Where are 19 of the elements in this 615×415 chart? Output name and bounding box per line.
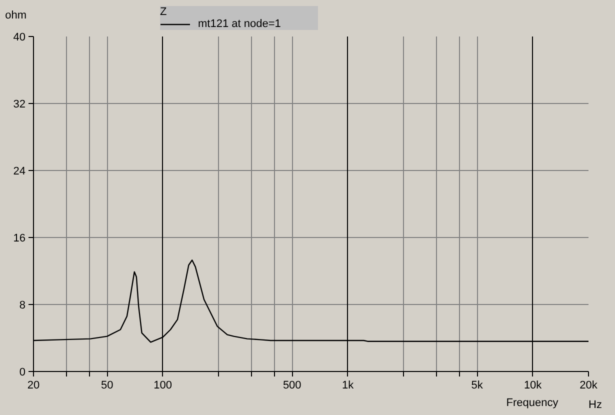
y-tick-label: 24 (13, 166, 26, 178)
x-tick-label: 20 (27, 380, 40, 392)
x-tick-label: 20k (580, 380, 598, 392)
text: Hz (588, 399, 602, 411)
x-tick-label: 50 (101, 380, 114, 392)
y-tick-label: 16 (13, 232, 26, 244)
x-tick-label: 10k (524, 380, 542, 392)
x-tick-label: 500 (282, 380, 302, 392)
y-tick-label: 0 (19, 366, 26, 378)
y-tick-label: 32 (13, 98, 26, 110)
y-tick-label: 40 (13, 32, 26, 44)
x-tick-label: 5k (471, 380, 484, 392)
x-tick-label: 1k (342, 380, 354, 392)
x-axis-title: Frequency (506, 397, 558, 409)
legend-title: Z (160, 6, 168, 18)
legend-label: mt121 at node=1 (198, 18, 282, 30)
y-tick-label: 8 (19, 300, 26, 312)
y-axis-title: ohm (5, 10, 27, 22)
x-tick-label: 100 (154, 380, 172, 392)
